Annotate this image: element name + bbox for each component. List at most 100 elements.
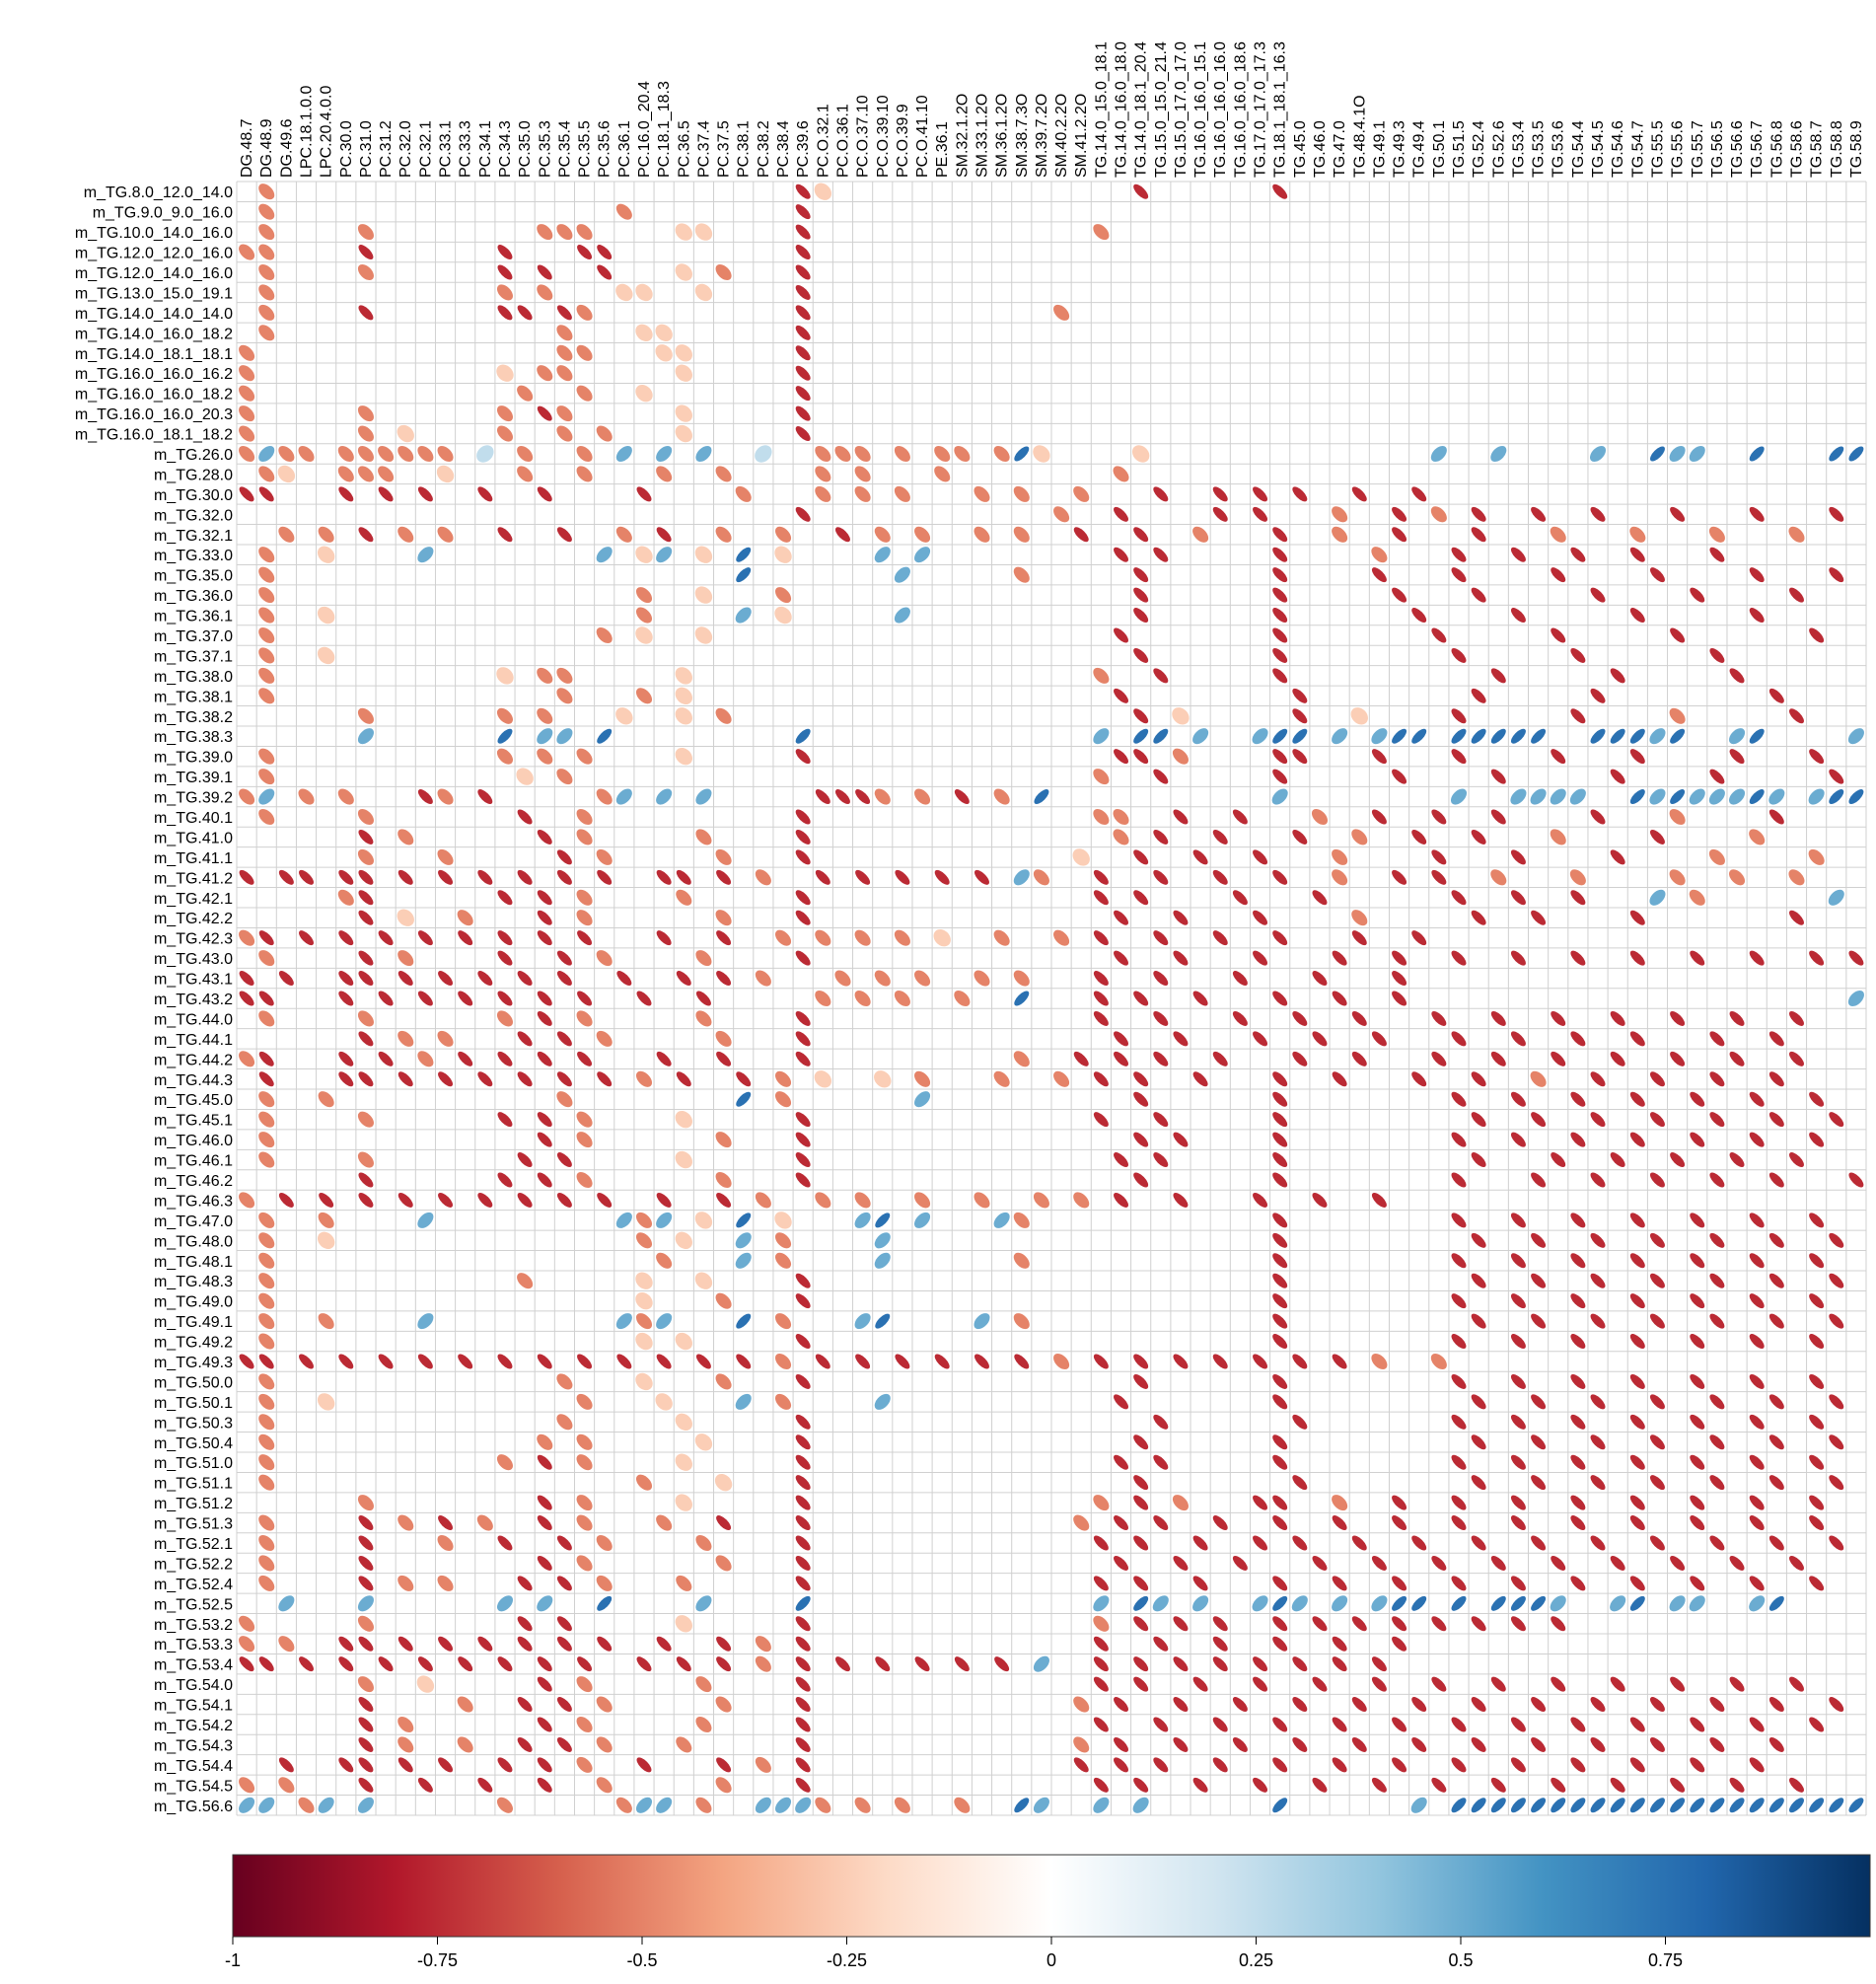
correlation-ellipse — [1451, 1798, 1467, 1813]
correlation-ellipse — [239, 991, 254, 1006]
correlation-ellipse — [357, 1151, 374, 1168]
column-label: TG.54.6 — [1610, 120, 1626, 178]
correlation-ellipse — [1350, 707, 1368, 725]
correlation-ellipse — [1332, 1354, 1347, 1369]
correlation-ellipse — [795, 1535, 811, 1551]
correlation-ellipse — [317, 546, 335, 563]
correlation-ellipse — [1093, 991, 1109, 1006]
correlation-ellipse — [795, 1697, 811, 1713]
correlation-ellipse — [795, 1736, 811, 1752]
correlation-ellipse — [278, 869, 294, 885]
correlation-ellipse — [537, 1555, 552, 1571]
correlation-ellipse — [1272, 627, 1288, 643]
correlation-ellipse — [795, 345, 811, 361]
correlation-ellipse — [239, 1636, 255, 1653]
correlation-ellipse — [1431, 1010, 1447, 1026]
correlation-ellipse — [1292, 1051, 1308, 1066]
correlation-ellipse — [1053, 304, 1070, 321]
correlation-ellipse — [1551, 1777, 1566, 1793]
correlation-ellipse — [576, 748, 593, 765]
correlation-ellipse — [556, 971, 572, 987]
correlation-ellipse — [1351, 486, 1367, 502]
correlation-ellipse — [258, 950, 275, 967]
correlation-ellipse — [1173, 1192, 1189, 1208]
correlation-ellipse — [1709, 1313, 1725, 1329]
correlation-ellipse — [397, 1716, 414, 1733]
correlation-ellipse — [258, 203, 275, 220]
correlation-ellipse — [1292, 1354, 1308, 1369]
correlation-ellipse — [1014, 446, 1030, 462]
correlation-ellipse — [1451, 749, 1467, 765]
correlation-ellipse — [1451, 1757, 1467, 1773]
correlation-ellipse — [537, 930, 552, 946]
correlation-ellipse — [636, 1656, 652, 1672]
row-label: m_TG.44.1 — [154, 1032, 233, 1049]
correlation-ellipse — [695, 1797, 712, 1813]
correlation-ellipse — [1749, 829, 1766, 845]
correlation-ellipse — [1212, 1515, 1228, 1531]
correlation-ellipse — [795, 184, 811, 199]
correlation-ellipse — [1510, 1717, 1526, 1732]
correlation-ellipse — [358, 950, 374, 966]
colorbar-tick-label: -1 — [225, 1950, 241, 1970]
correlation-ellipse — [338, 486, 354, 502]
correlation-ellipse — [357, 1797, 374, 1813]
correlation-ellipse — [556, 869, 572, 885]
correlation-ellipse — [1371, 1353, 1388, 1370]
correlation-ellipse — [1551, 1676, 1566, 1692]
correlation-ellipse — [239, 486, 254, 502]
correlation-ellipse — [1788, 869, 1805, 886]
correlation-ellipse — [556, 405, 573, 422]
correlation-ellipse — [1332, 526, 1348, 543]
correlation-ellipse — [1431, 809, 1447, 825]
correlation-ellipse — [556, 365, 573, 382]
correlation-ellipse — [1133, 991, 1149, 1006]
column-label: PC.35.6 — [597, 120, 613, 178]
correlation-ellipse — [1272, 1212, 1288, 1228]
correlation-ellipse — [596, 1736, 613, 1753]
correlation-ellipse — [258, 930, 274, 946]
correlation-ellipse — [1430, 1353, 1447, 1370]
correlation-ellipse — [1093, 1010, 1109, 1026]
correlation-ellipse — [338, 1051, 354, 1066]
correlation-ellipse — [715, 466, 732, 482]
correlation-ellipse — [755, 445, 772, 463]
correlation-ellipse — [914, 526, 931, 543]
correlation-ellipse — [676, 889, 692, 906]
correlation-ellipse — [517, 466, 534, 482]
correlation-ellipse — [1829, 1394, 1844, 1410]
correlation-ellipse — [577, 991, 593, 1006]
correlation-ellipse — [675, 424, 692, 443]
colorbar-tick-label: -0.75 — [417, 1950, 458, 1970]
correlation-ellipse — [1829, 446, 1844, 462]
correlation-ellipse — [1292, 688, 1308, 703]
correlation-ellipse — [1649, 1535, 1665, 1551]
correlation-ellipse — [1253, 1676, 1268, 1692]
correlation-ellipse — [795, 1777, 811, 1793]
correlation-ellipse — [517, 971, 533, 987]
correlation-ellipse — [517, 1576, 533, 1591]
row-label: m_TG.49.3 — [154, 1355, 233, 1371]
correlation-ellipse — [1809, 1253, 1825, 1269]
column-label: PC.16.0_20.4 — [636, 81, 653, 178]
correlation-ellipse — [1649, 829, 1665, 845]
correlation-ellipse — [815, 466, 831, 482]
correlation-ellipse — [258, 566, 275, 583]
correlation-ellipse — [1451, 1373, 1467, 1389]
correlation-ellipse — [1551, 1152, 1566, 1168]
correlation-ellipse — [417, 1777, 433, 1793]
correlation-ellipse — [716, 869, 732, 885]
correlation-ellipse — [1272, 1232, 1288, 1248]
correlation-ellipse — [1292, 1535, 1308, 1551]
correlation-ellipse — [1629, 1798, 1645, 1813]
correlation-ellipse — [894, 485, 910, 502]
correlation-ellipse — [1253, 1031, 1268, 1047]
correlation-ellipse — [615, 1313, 632, 1330]
correlation-ellipse — [1649, 889, 1666, 906]
correlation-ellipse — [1570, 1515, 1586, 1531]
row-label: m_TG.41.2 — [154, 870, 233, 887]
correlation-ellipse — [258, 587, 275, 604]
correlation-ellipse — [318, 1313, 334, 1330]
correlation-ellipse — [736, 1354, 752, 1369]
correlation-ellipse — [1173, 1736, 1189, 1752]
